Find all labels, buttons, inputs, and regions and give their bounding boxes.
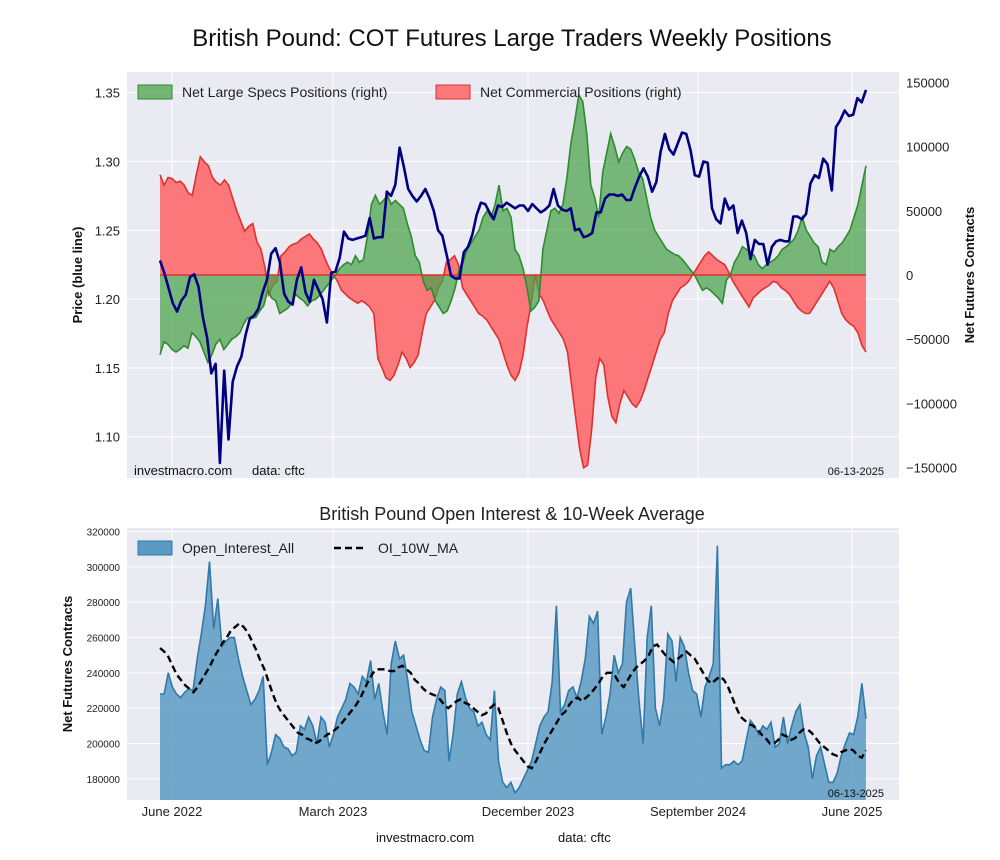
top-right-tick-label: −50000 [906,332,950,347]
legend-oi-label: Open_Interest_All [182,540,294,556]
top-right-tick-label: 0 [906,268,913,283]
bottom-panel: British Pound Open Interest & 10-Week Av… [60,504,899,819]
top-right-tick-label: 150000 [906,75,949,90]
bottom-x-tick-label: December 2023 [482,804,575,819]
top-left-axis-label: Price (blue line) [70,227,85,324]
top-left-tick-label: 1.35 [95,86,120,101]
top-left-tick-label: 1.25 [95,223,120,238]
top-data-note: data: cftc [252,463,305,478]
open-interest-line [160,545,867,795]
legend-oi-swatch [137,540,173,556]
price-line [158,89,868,465]
legend-specs-label: Net Large Specs Positions (right) [182,84,387,100]
bottom-left-tick-label: 180000 [87,775,121,786]
top-panel: 1.10 1.15 1.20 1.25 1.30 1.35 −150000 −100000 −… [70,72,977,478]
legend-specs-swatch [137,84,173,100]
bottom-left-tick-label: 200000 [87,739,121,750]
legend-ma-label: OI_10W_MA [378,540,459,556]
bottom-x-tick-label: June 2025 [822,804,883,819]
top-right-tick-label: 100000 [906,140,949,155]
top-right-axis-label: Net Futures Contracts [962,207,977,344]
top-left-tick-label: 1.10 [95,430,120,445]
footer-source: investmacro.com [376,830,474,845]
top-left-tick-label: 1.15 [95,361,120,376]
top-right-tick-label: 50000 [906,204,942,219]
top-date-note: 06-13-2025 [828,466,884,478]
bottom-x-tick-label: June 2022 [142,804,203,819]
bottom-left-axis-label: Net Futures Contracts [60,596,75,733]
open-interest-area [160,545,866,800]
bottom-left-tick-label: 320000 [87,528,121,539]
bottom-left-tick-label: 220000 [87,704,121,715]
top-left-tick-label: 1.30 [95,154,120,169]
top-source-note: investmacro.com [134,463,232,478]
legend-comm-label: Net Commercial Positions (right) [480,84,682,100]
bottom-x-tick-label: September 2024 [650,804,746,819]
bottom-x-tick-label: March 2023 [299,804,368,819]
top-legend: Net Large Specs Positions (right) Net Co… [137,84,682,100]
bottom-left-tick-label: 280000 [87,598,121,609]
bottom-legend: Open_Interest_All OI_10W_MA [137,540,459,556]
bottom-left-tick-label: 300000 [87,563,121,574]
footer-data: data: cftc [558,830,611,845]
comm-area [160,156,866,468]
bottom-date-note: 06-13-2025 [828,788,884,800]
legend-comm-swatch [435,84,471,100]
oi-moving-average-line [159,621,868,770]
top-right-tick-label: −150000 [906,461,957,476]
bottom-left-tick-label: 240000 [87,669,121,680]
chart-title: British Pound: COT Futures Large Traders… [192,25,831,52]
top-right-tick-label: −100000 [906,396,957,411]
bottom-title: British Pound Open Interest & 10-Week Av… [319,504,705,524]
bottom-left-tick-label: 260000 [87,634,121,645]
top-left-tick-label: 1.20 [95,292,120,307]
specs-area [160,95,866,363]
